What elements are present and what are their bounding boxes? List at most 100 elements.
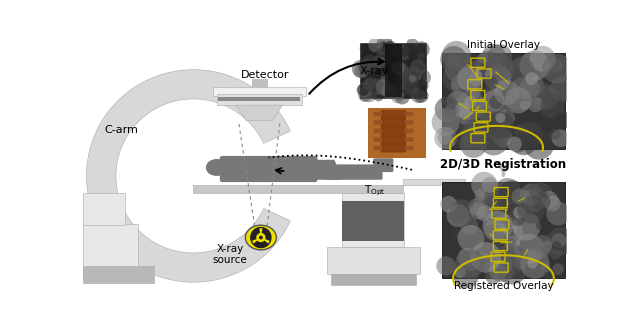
Circle shape <box>404 70 423 88</box>
Circle shape <box>452 223 471 240</box>
Circle shape <box>369 84 379 94</box>
Circle shape <box>363 84 370 90</box>
Circle shape <box>553 263 564 275</box>
Circle shape <box>457 66 483 92</box>
Circle shape <box>365 77 377 90</box>
Circle shape <box>544 267 556 279</box>
Circle shape <box>524 189 540 205</box>
Circle shape <box>489 95 503 109</box>
Circle shape <box>442 63 472 92</box>
Circle shape <box>394 89 410 104</box>
Circle shape <box>453 79 483 108</box>
Circle shape <box>445 56 470 82</box>
Circle shape <box>360 45 366 51</box>
Circle shape <box>492 127 512 146</box>
Circle shape <box>459 110 476 126</box>
Circle shape <box>410 63 424 76</box>
Circle shape <box>381 44 389 52</box>
Circle shape <box>436 256 455 276</box>
Circle shape <box>354 64 368 78</box>
Circle shape <box>491 259 515 282</box>
Circle shape <box>375 79 392 96</box>
Wedge shape <box>261 228 271 241</box>
Circle shape <box>487 44 512 69</box>
Circle shape <box>485 218 515 247</box>
Circle shape <box>528 97 543 112</box>
Circle shape <box>549 68 558 78</box>
Circle shape <box>505 81 536 111</box>
FancyBboxPatch shape <box>385 44 402 97</box>
Circle shape <box>375 48 385 57</box>
Circle shape <box>483 211 513 241</box>
Circle shape <box>394 71 403 81</box>
Circle shape <box>362 69 369 75</box>
Circle shape <box>461 217 478 235</box>
Circle shape <box>396 56 404 64</box>
Circle shape <box>469 60 481 73</box>
Circle shape <box>541 263 550 272</box>
Circle shape <box>513 207 525 219</box>
Circle shape <box>471 88 480 98</box>
Circle shape <box>451 75 467 90</box>
FancyBboxPatch shape <box>442 53 564 149</box>
Circle shape <box>530 88 546 103</box>
Circle shape <box>505 246 525 266</box>
Circle shape <box>415 70 431 86</box>
Circle shape <box>549 247 561 260</box>
Circle shape <box>358 89 371 102</box>
Circle shape <box>381 44 398 61</box>
Circle shape <box>377 36 393 52</box>
Circle shape <box>361 51 372 62</box>
Circle shape <box>498 180 526 208</box>
Circle shape <box>540 66 551 76</box>
FancyBboxPatch shape <box>374 120 382 125</box>
Circle shape <box>371 87 379 94</box>
Circle shape <box>508 57 535 84</box>
FancyBboxPatch shape <box>213 87 306 96</box>
Circle shape <box>459 249 481 271</box>
Circle shape <box>386 41 394 49</box>
Circle shape <box>435 97 461 122</box>
Circle shape <box>377 49 392 64</box>
Wedge shape <box>251 228 260 241</box>
Circle shape <box>491 233 509 250</box>
FancyBboxPatch shape <box>342 193 404 247</box>
Text: C-arm: C-arm <box>105 125 139 135</box>
Circle shape <box>487 111 514 139</box>
Text: Initial Overlay: Initial Overlay <box>467 40 540 51</box>
Circle shape <box>532 193 551 211</box>
Circle shape <box>495 113 506 123</box>
FancyBboxPatch shape <box>381 145 406 152</box>
Circle shape <box>457 67 480 90</box>
Circle shape <box>476 94 507 125</box>
Circle shape <box>458 248 477 267</box>
Circle shape <box>478 53 489 64</box>
Circle shape <box>516 54 535 73</box>
Circle shape <box>471 242 501 272</box>
Circle shape <box>362 78 375 91</box>
FancyBboxPatch shape <box>217 94 302 105</box>
Circle shape <box>546 227 575 255</box>
Text: X-ray
source: X-ray source <box>212 244 247 265</box>
Circle shape <box>375 80 384 89</box>
FancyBboxPatch shape <box>342 201 404 241</box>
Circle shape <box>384 69 400 84</box>
Circle shape <box>530 46 556 72</box>
Circle shape <box>432 108 460 136</box>
Circle shape <box>381 53 394 66</box>
Circle shape <box>484 185 508 209</box>
Circle shape <box>532 235 553 255</box>
Circle shape <box>512 234 539 260</box>
Circle shape <box>386 84 398 95</box>
Circle shape <box>528 82 556 110</box>
Circle shape <box>551 233 566 248</box>
Circle shape <box>450 81 461 91</box>
Circle shape <box>378 79 387 88</box>
Circle shape <box>418 93 423 98</box>
Circle shape <box>474 189 487 201</box>
Circle shape <box>546 202 570 226</box>
Circle shape <box>513 256 527 270</box>
Circle shape <box>512 188 527 204</box>
Circle shape <box>484 219 506 241</box>
Circle shape <box>510 129 537 155</box>
